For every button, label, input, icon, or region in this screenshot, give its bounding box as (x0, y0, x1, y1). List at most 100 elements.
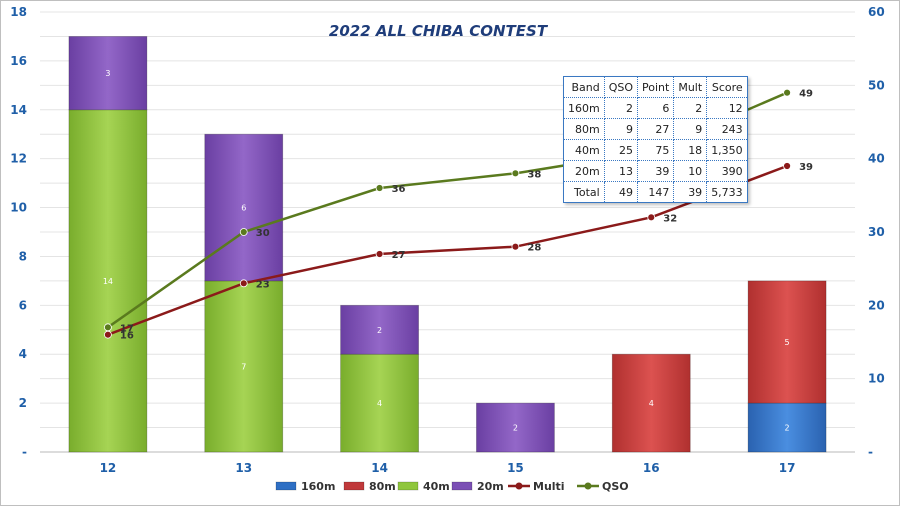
point-Multi (511, 242, 520, 251)
table-cell: 80m (563, 118, 605, 140)
line-value-label: 16 (120, 331, 134, 342)
line-value-label: 17 (120, 323, 134, 334)
legend-label: 40m (423, 480, 450, 493)
table-cell: 25 (603, 139, 639, 161)
legend-label: Multi (533, 480, 565, 493)
bar-value-label: 2 (513, 424, 518, 433)
bar-value-label: 7 (241, 362, 246, 371)
bar-20m (68, 36, 148, 111)
bar-20m (340, 304, 419, 355)
legend-swatch-160m (275, 481, 297, 491)
table-header: Score (706, 76, 748, 98)
table-header: Mult (673, 76, 708, 98)
y-tick-label-right: 10 (868, 372, 885, 386)
y-tick-label-right: 50 (868, 78, 885, 92)
point-QSO (239, 228, 248, 236)
x-tick-label: 17 (779, 461, 796, 475)
y-tick-label-right: 60 (868, 5, 885, 19)
table-header: QSO (603, 76, 639, 98)
y-tick-label-left: 14 (10, 103, 27, 117)
table-cell: 75 (637, 139, 675, 161)
bar-value-label: 6 (241, 204, 246, 213)
y-tick-label-left: 18 (10, 5, 27, 19)
line-Multi (107, 164, 788, 336)
y-tick-label-right: - (868, 445, 873, 459)
table-header-row: Band QSO Point Mult Score (563, 76, 748, 98)
point-QSO (104, 323, 112, 332)
point-Multi (647, 213, 656, 222)
gridlines (40, 11, 855, 453)
y-tick-label-left: 12 (10, 152, 27, 166)
line-value-label: 38 (527, 169, 541, 180)
point-Multi (783, 162, 791, 170)
bar-160m (747, 402, 827, 453)
x-axis: 12 13 14 15 16 17 (100, 461, 796, 475)
table-header: Point (637, 76, 675, 98)
table-cell: 39 (673, 181, 708, 203)
y-tick-label-left: 16 (10, 54, 27, 68)
bar-value-label: 4 (649, 399, 654, 408)
line-value-label: 39 (799, 162, 813, 173)
legend-label: 20m (477, 480, 504, 493)
x-tick-label: 12 (100, 461, 117, 475)
table-row-total: Total 49 147 39 5,733 (563, 181, 748, 203)
bar-series: 14 3 7 6 4 2 2 4 25 (68, 36, 827, 453)
bar-value-label: 2 (785, 424, 790, 433)
table-cell: 2 (673, 97, 708, 119)
table-cell: 10 (673, 160, 708, 182)
table-row: 20m 13 39 10 390 (563, 160, 748, 182)
y-tick-label-right: 20 (868, 298, 885, 312)
y-axis-left: - 2 4 6 8 10 12 14 16 18 (10, 5, 27, 459)
table-cell: 147 (637, 181, 675, 203)
y-tick-label-left: 4 (19, 347, 27, 361)
line-value-label: 36 (392, 184, 406, 195)
table-cell: 9 (603, 118, 639, 140)
line-value-label: 30 (256, 228, 270, 239)
table-cell: 40m (563, 139, 605, 161)
point-Multi (104, 330, 112, 339)
x-tick-label: 15 (507, 461, 524, 475)
legend-label: QSO (602, 480, 629, 493)
line-value-label: 49 (799, 89, 813, 100)
legend-swatch-40m (397, 481, 419, 491)
y-tick-label-left: 8 (19, 249, 27, 263)
line-value-label: 32 (663, 213, 677, 224)
table-cell: 39 (637, 160, 675, 182)
point-QSO (511, 169, 520, 178)
table-cell: 20m (563, 160, 605, 182)
point-QSO (783, 88, 791, 97)
x-tick-label: 13 (235, 461, 252, 475)
legend: 160m 80m 40m 20m Multi QSO (275, 480, 629, 493)
legend-label: 160m (301, 480, 335, 493)
table-cell: 27 (637, 118, 675, 140)
score-table: Band QSO Point Mult Score 160m 2 6 2 12 … (563, 76, 748, 203)
bar-value-label: 14 (103, 277, 113, 286)
y-tick-label-left: - (22, 445, 27, 459)
y-tick-label-left: 2 (19, 396, 27, 410)
point-Multi (375, 250, 384, 258)
y-tick-label-right: 30 (868, 225, 885, 239)
table-row: 160m 2 6 2 12 (563, 97, 748, 119)
bar-value-label: 4 (377, 399, 382, 408)
line-value-label: 27 (392, 250, 406, 261)
bar-40m (204, 280, 284, 453)
table-cell: 9 (673, 118, 708, 140)
table-cell: 5,733 (706, 181, 748, 203)
bar-20m (476, 402, 555, 453)
line-value-label: 28 (527, 243, 541, 254)
legend-label: 80m (369, 480, 396, 493)
bar-40m (68, 109, 148, 453)
y-tick-label-left: 6 (19, 298, 27, 312)
bar-value-label: 3 (105, 69, 110, 78)
table-cell: 1,350 (706, 139, 748, 161)
point-Multi (239, 279, 248, 288)
x-tick-label: 16 (643, 461, 660, 475)
point-QSO (375, 184, 384, 192)
table-cell: 6 (637, 97, 675, 119)
table-cell: 243 (706, 118, 748, 140)
legend-marker-QSO (584, 482, 592, 490)
table-cell: 2 (603, 97, 639, 119)
y-tick-label-left: 10 (10, 201, 27, 215)
bar-20m (204, 133, 284, 282)
